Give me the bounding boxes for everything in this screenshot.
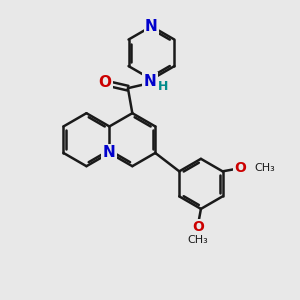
Text: N: N [145, 19, 158, 34]
Text: N: N [103, 146, 116, 160]
Text: O: O [99, 75, 112, 90]
Text: N: N [144, 74, 156, 89]
Text: O: O [192, 220, 204, 234]
Text: CH₃: CH₃ [188, 236, 208, 245]
Text: H: H [158, 80, 168, 93]
Text: CH₃: CH₃ [254, 163, 275, 173]
Text: O: O [234, 161, 246, 176]
